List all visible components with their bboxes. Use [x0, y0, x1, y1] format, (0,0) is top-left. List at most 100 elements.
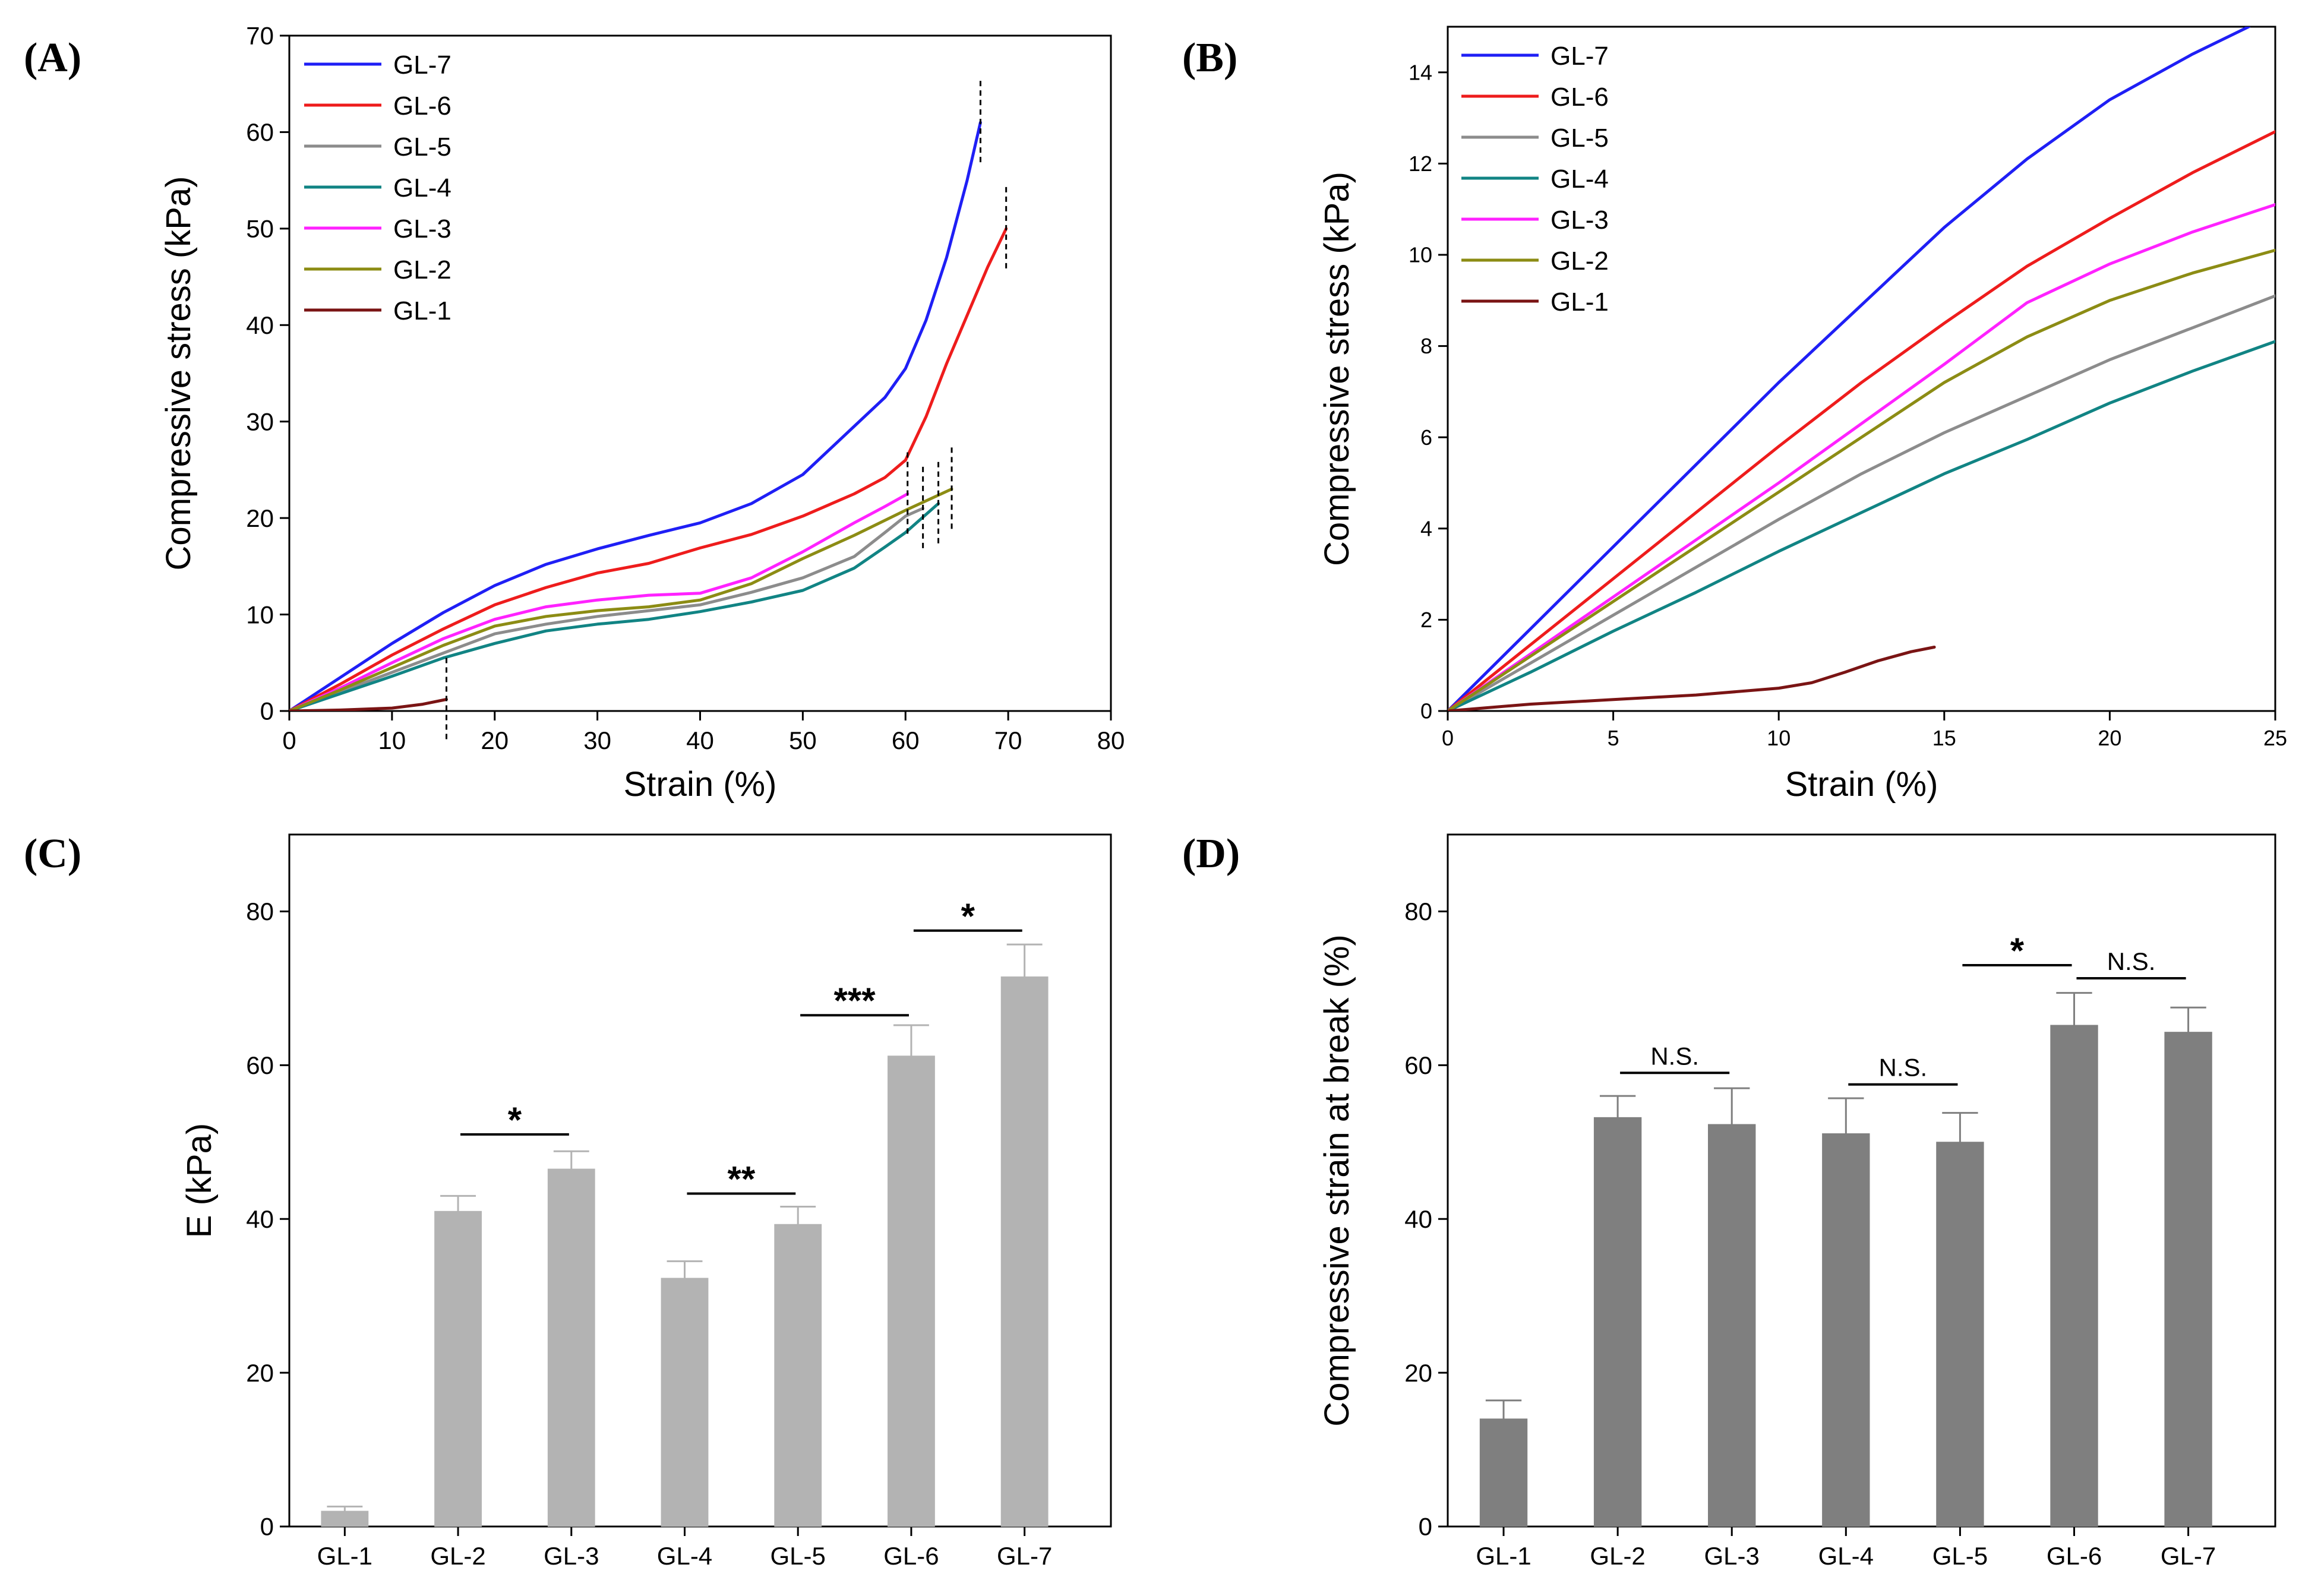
x-axis-title: Strain (%)	[624, 765, 777, 804]
bar-gl-1	[321, 1510, 369, 1527]
x-tick-label: 70	[994, 726, 1022, 754]
x-tick-label: 60	[892, 726, 920, 754]
legend-label-gl-2: GL-2	[393, 255, 451, 285]
bar-gl-7	[2164, 1032, 2212, 1527]
y-tick-label: 14	[1409, 60, 1432, 84]
chart-panel-b: (B) 0 2 4 6 8 10 12 14 Compressive stress (kPa) 0 5…	[1182, 26, 2287, 804]
panel-label: (B)	[1182, 35, 1237, 81]
y-tick-label: 40	[1404, 1205, 1432, 1233]
x-tick-label: 0	[282, 726, 296, 754]
legend-label-gl-6: GL-6	[1551, 83, 1609, 112]
x-tick-label: GL-6	[883, 1542, 939, 1570]
x-tick-label: 5	[1608, 726, 1619, 750]
legend-label-gl-7: GL-7	[393, 50, 451, 80]
x-tick-label: 80	[1097, 726, 1125, 754]
x-tick-label: 50	[789, 726, 817, 754]
x-tick-label: GL-3	[544, 1542, 599, 1570]
significance-label: *	[961, 896, 975, 936]
bar-gl-5	[1936, 1142, 1984, 1527]
x-tick-label: GL-6	[2047, 1542, 2102, 1570]
bar-gl-1	[1479, 1418, 1528, 1527]
y-tick-label: 80	[1404, 897, 1432, 925]
legend-label-gl-1: GL-1	[1551, 287, 1609, 317]
chart-panel-c: (C) 0 20 40 60 80 E (kPa) GL-1 GL-2 GL-3 GL-4 GL-5 G…	[24, 831, 1112, 1570]
y-axis-title: Compressive stress (kPa)	[159, 176, 198, 571]
x-tick-label: GL-4	[657, 1542, 712, 1570]
legend-label-gl-5: GL-5	[1551, 124, 1609, 153]
y-tick-label: 40	[246, 311, 274, 339]
series-line-gl-3	[1448, 203, 2275, 711]
series-line-gl-1	[289, 698, 448, 711]
x-tick-label: GL-5	[1932, 1542, 1988, 1570]
x-axis-title: Strain (%)	[1785, 765, 1938, 804]
y-tick-label: 0	[1420, 699, 1432, 723]
x-tick-label: 40	[686, 726, 714, 754]
x-tick-label: 20	[2098, 726, 2121, 750]
y-tick-label: 20	[246, 1359, 274, 1387]
x-tick-label: GL-1	[317, 1542, 372, 1570]
series-line-gl-6	[289, 227, 1008, 711]
significance-label: ***	[834, 981, 876, 1020]
legend-label-gl-3: GL-3	[1551, 206, 1609, 235]
legend-label-gl-4: GL-4	[1551, 165, 1609, 194]
series-line-gl-3	[289, 492, 910, 711]
series-line-gl-7	[289, 121, 982, 711]
panel-label: (C)	[24, 831, 81, 877]
y-tick-label: 80	[246, 897, 274, 925]
x-tick-label: 30	[583, 726, 611, 754]
significance-label: *	[508, 1100, 522, 1140]
bar-gl-6	[888, 1055, 935, 1527]
series-line-gl-5	[1448, 294, 2275, 711]
y-tick-label: 0	[260, 1513, 274, 1541]
series-line-gl-6	[1448, 130, 2275, 711]
significance-label: **	[728, 1159, 756, 1199]
series-group	[289, 121, 1008, 711]
plot-frame	[1447, 26, 2276, 712]
y-tick-label: 20	[1404, 1359, 1432, 1387]
series-line-gl-2	[1448, 248, 2275, 711]
y-axis-title: Compressive stress (kPa)	[1318, 172, 1356, 566]
y-tick-label: 0	[260, 697, 274, 725]
y-axis-title: Compressive strain at break (%)	[1318, 934, 1356, 1426]
x-tick-label: GL-7	[997, 1542, 1052, 1570]
y-tick-label: 12	[1409, 151, 1432, 176]
x-tick-label: 20	[481, 726, 509, 754]
legend-label-gl-3: GL-3	[393, 214, 451, 244]
series-line-gl-7	[1448, 27, 2250, 711]
bar-gl-7	[1000, 976, 1049, 1527]
y-tick-label: 8	[1420, 334, 1432, 358]
bar-gl-2	[1593, 1117, 1642, 1527]
y-tick-label: 40	[246, 1205, 274, 1233]
bar-gl-3	[547, 1168, 595, 1527]
series-group	[1448, 27, 2275, 711]
y-tick-label: 20	[246, 504, 274, 532]
y-axis-title: E (kPa)	[180, 1123, 219, 1238]
x-tick-label: GL-2	[1590, 1542, 1645, 1570]
bar-gl-3	[1708, 1124, 1756, 1527]
legend-label-gl-1: GL-1	[393, 296, 451, 325]
x-tick-label: 25	[2263, 726, 2287, 750]
series-line-gl-4	[1448, 340, 2275, 711]
y-tick-label: 2	[1420, 608, 1432, 632]
x-tick-label: GL-5	[770, 1542, 826, 1570]
significance-label: N.S.	[1879, 1054, 1928, 1082]
x-tick-label: 10	[378, 726, 406, 754]
bar-gl-4	[661, 1278, 709, 1527]
series-line-gl-5	[289, 507, 925, 711]
y-tick-label: 60	[246, 1051, 274, 1079]
y-tick-label: 30	[246, 407, 274, 435]
x-tick-label: GL-1	[1476, 1542, 1531, 1570]
chart-panel-d: (D) 0 20 40 60 80 Compressive strain at break …	[1182, 831, 2276, 1570]
x-tick-label: 0	[1442, 726, 1454, 750]
legend-label-gl-7: GL-7	[1551, 42, 1609, 71]
x-tick-label: GL-3	[1704, 1542, 1760, 1570]
y-tick-label: 4	[1420, 516, 1432, 541]
y-tick-label: 10	[246, 601, 274, 628]
x-tick-label: GL-4	[1818, 1542, 1874, 1570]
y-tick-label: 10	[1409, 243, 1432, 267]
bar-gl-2	[434, 1211, 482, 1527]
bar-gl-6	[2050, 1025, 2098, 1527]
chart-panel-a: (A) 0 10 20 30 40 50 60 70 Compressive stress (kP…	[24, 22, 1125, 804]
y-tick-label: 60	[246, 118, 274, 146]
